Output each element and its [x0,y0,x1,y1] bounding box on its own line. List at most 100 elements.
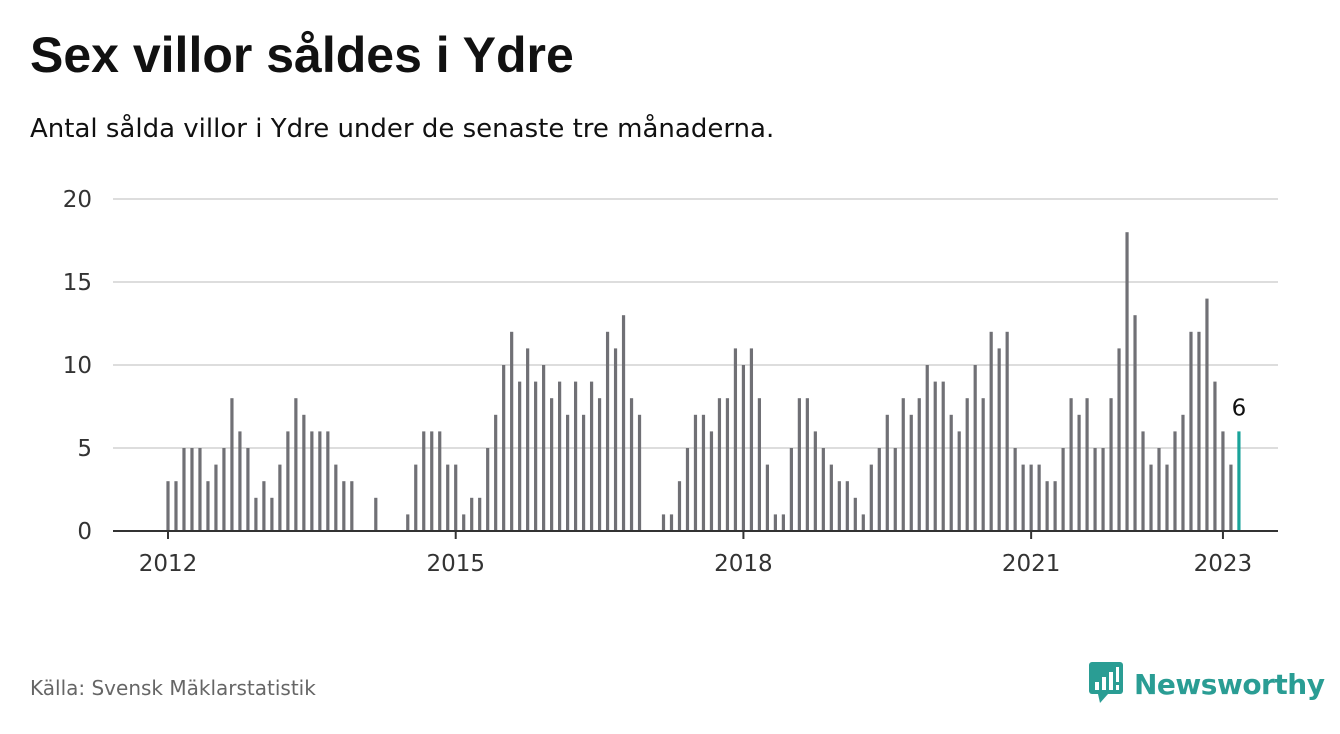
bar [949,414,953,531]
bar [1213,381,1217,531]
bar [781,514,785,531]
bar [605,331,610,531]
bar [805,398,809,531]
bar [693,414,698,531]
bar [350,481,354,531]
bar [1093,448,1097,531]
bar [318,431,322,531]
page-subtitle: Antal sålda villor i Ydre under de senas… [30,114,775,144]
bar [1173,431,1177,531]
bar [637,414,642,531]
bar [1125,232,1129,531]
bar [1101,448,1105,531]
bar [502,365,506,531]
bar [174,481,178,531]
bar [1061,448,1065,531]
bar [494,414,498,531]
bar [1005,331,1009,531]
bar [1229,464,1233,531]
bar [1045,481,1049,531]
bar [446,464,450,531]
bar [1077,414,1081,531]
bar [837,481,841,531]
bar [206,481,210,531]
bar [661,514,666,531]
bar [486,448,490,531]
bar [885,414,889,531]
bar [430,431,434,531]
bar [1181,414,1185,531]
bar [470,497,474,531]
bar [1069,398,1073,531]
bar [813,431,817,531]
last-value-label: 6 [1232,395,1247,421]
bar [422,431,426,531]
bar [1021,464,1025,531]
bar [526,348,530,531]
y-tick-label: 5 [77,436,92,462]
bar [222,448,226,531]
brand-logo[interactable]: Newsworthy [1088,660,1325,708]
bar [278,464,282,531]
bar [1141,431,1145,531]
x-tick-label: 2012 [139,551,198,577]
bar [685,448,690,531]
bar-chart: 0 5 10 15 20 2012 2015 2018 2021 2023 6 [63,187,1278,577]
bar [230,398,234,531]
bar [941,381,945,531]
bar [270,497,274,531]
bar [581,414,586,531]
bar [709,431,714,531]
bar [597,398,602,531]
bar [973,365,977,531]
bar [629,398,634,531]
bar [1037,464,1041,531]
bar [733,348,738,531]
newsworthy-logo-icon [1088,660,1126,708]
bar [869,464,873,531]
bar [254,497,258,531]
bar [374,497,378,531]
bar [765,464,769,531]
bar [909,414,913,531]
bar [797,398,801,531]
bar [238,431,242,531]
bar [1157,448,1161,531]
bar [789,448,793,531]
bar [1205,298,1209,531]
bar [1109,398,1113,531]
x-tick-label: 2018 [714,551,773,577]
bar [1013,448,1017,531]
page-title: Sex villor såldes i Ydre [30,27,574,83]
bar [725,398,730,531]
bar [1029,464,1033,531]
bar [558,381,562,531]
bar [749,348,754,531]
bar [550,398,554,531]
bar [573,381,578,531]
bar [342,481,346,531]
bar [1085,398,1089,531]
bar [1189,331,1193,531]
bar [925,365,929,531]
bar-highlight [1237,431,1241,531]
bar [901,398,905,531]
bar [406,514,410,531]
bar [613,348,618,531]
source-note: Källa: Svensk Mäklarstatistik [30,676,316,700]
bar [917,398,921,531]
bar [757,398,762,531]
bar [821,448,825,531]
bar [677,481,682,531]
bar [414,464,418,531]
bar [294,398,298,531]
bar [877,448,881,531]
bar [669,514,674,531]
bar [989,331,993,531]
bar [1165,464,1169,531]
bar [965,398,969,531]
bar [198,448,202,531]
bar [310,431,314,531]
bar [997,348,1001,531]
bar [933,381,937,531]
